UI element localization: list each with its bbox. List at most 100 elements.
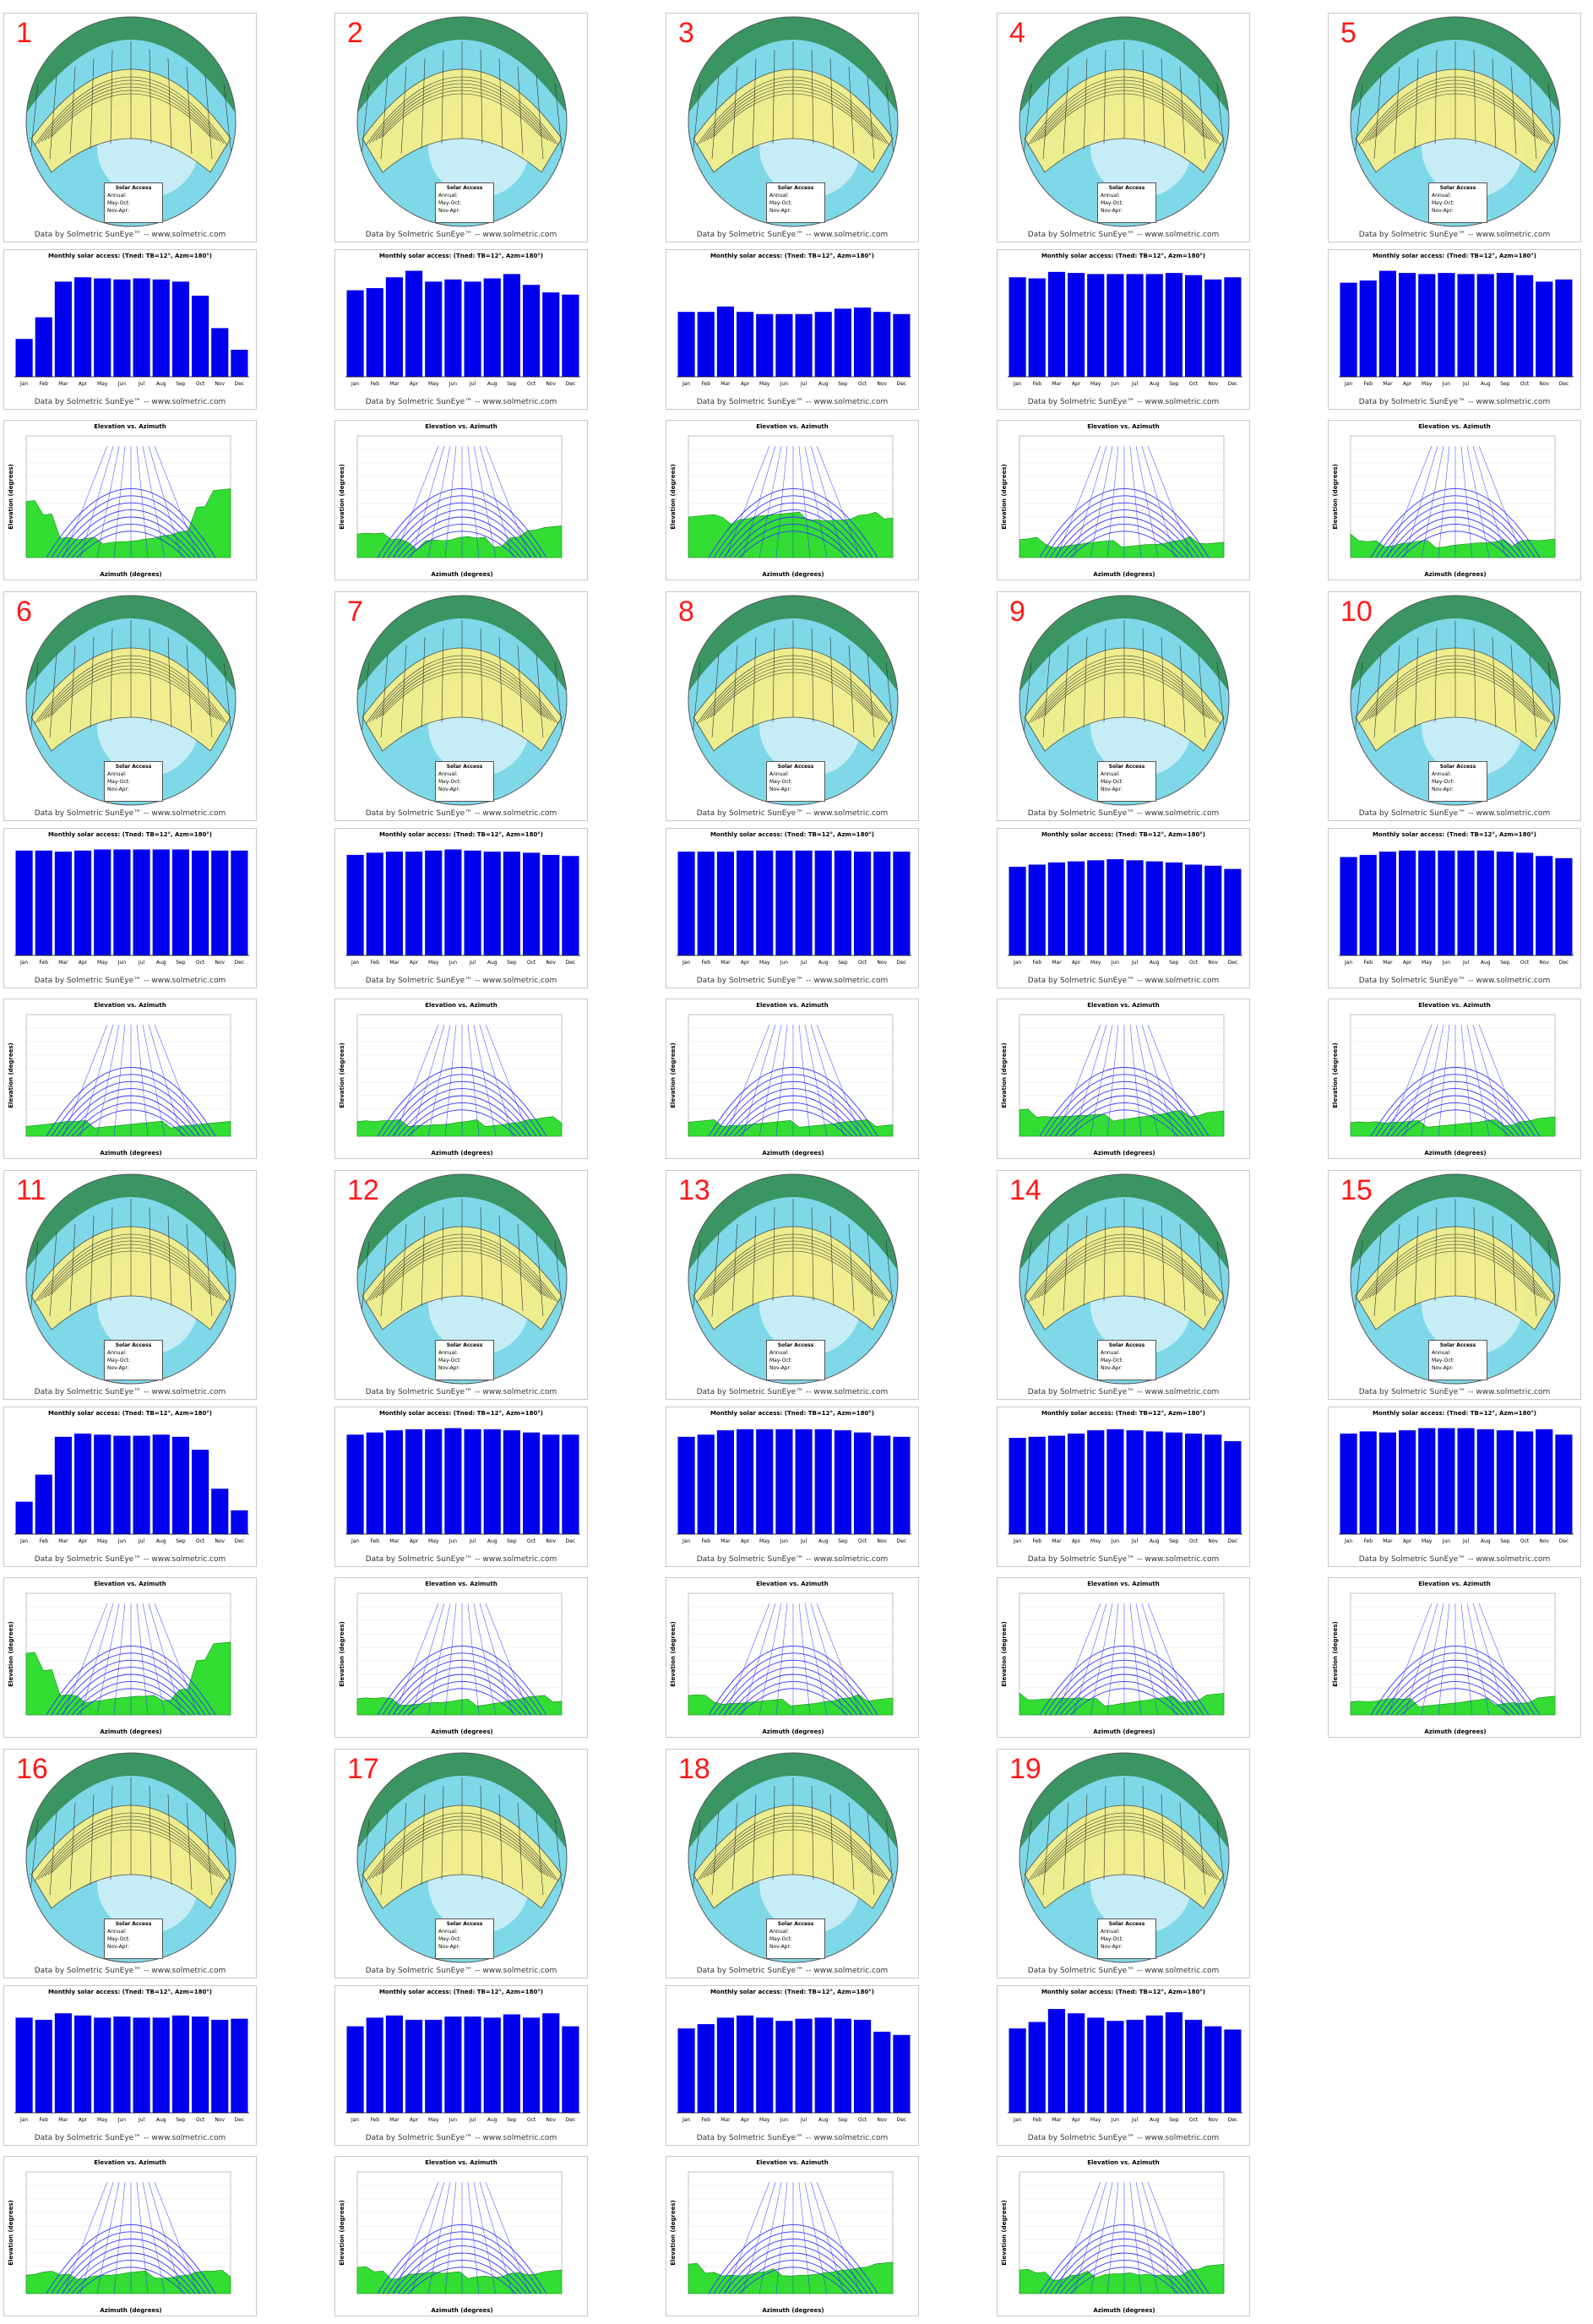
bar (15, 850, 33, 955)
bar (677, 312, 695, 377)
month-tick-label: Mar (389, 381, 400, 387)
elev-x-label: Azimuth (degrees) (1093, 2307, 1155, 2314)
bar (697, 2024, 715, 2113)
annual-label: Annual: (107, 1350, 127, 1356)
bar (1145, 861, 1163, 955)
annual-label: Annual: (769, 1929, 789, 1935)
may-oct-label: May-Oct: (107, 779, 131, 785)
month-tick-label: Sep (507, 381, 517, 387)
month-tick-label: Jul (138, 960, 145, 966)
station-cell: 17 Solar Access Annual: May-Oct: Nov-Apr: Dat… (334, 1740, 588, 2319)
month-tick-label: Jun (449, 381, 458, 387)
elevation-azimuth-chart: Elevation vs. Azimuth Azimuth (degrees) El… (334, 999, 588, 1159)
credit-text: Data by Solmetric SunEye™ -- www.solmetr… (1358, 977, 1551, 985)
month-tick-label: Aug (487, 2117, 497, 2123)
solar-access-title: Solar Access (777, 764, 814, 770)
month-tick-label: Jan (1013, 381, 1021, 387)
bar (346, 854, 364, 955)
month-tick-label: Sep (176, 381, 186, 387)
bar-chart-title: Monthly solar access: (Tned: TB=12°, Azm… (1041, 253, 1206, 259)
month-tick-label: Aug (1150, 960, 1160, 966)
month-tick-label: Jun (449, 960, 458, 966)
elev-chart-title: Elevation vs. Azimuth (1418, 1581, 1491, 1587)
elevation-azimuth-chart: Elevation vs. Azimuth Azimuth (degrees) El… (1328, 999, 1581, 1159)
month-tick-label: Oct (196, 2117, 205, 2123)
bar (54, 2013, 72, 2113)
month-tick-label: Sep (507, 960, 517, 966)
elevation-plot: Azimuth (degrees) Elevation (degrees) (339, 1592, 563, 1735)
bar (211, 1489, 229, 1534)
station-number: 11 (16, 1174, 46, 1206)
month-tick-label: Jan (682, 960, 690, 966)
station-cell: 1 Solar Access Annual: May-Oct: Nov-Apr: Data… (3, 4, 257, 583)
month-tick-label: Sep (838, 2117, 848, 2123)
bar (523, 2017, 541, 2113)
nov-apr-label: Nov-Apr: (438, 208, 460, 214)
month-tick-label: Aug (156, 2117, 166, 2123)
solar-access-title: Solar Access (777, 1342, 814, 1348)
elev-x-label: Azimuth (degrees) (762, 1728, 824, 1735)
monthly-bar-chart: Monthly solar access: (Tned: TB=12°, Azm… (666, 828, 919, 988)
bar (1028, 278, 1046, 377)
month-tick-label: Jan (1013, 960, 1021, 966)
station-number: 16 (16, 1753, 48, 1785)
bar (444, 2016, 462, 2113)
fisheye-panel: 10 Solar Access Annual: May-Oct: Nov-Apr: Dat… (1328, 591, 1581, 821)
month-tick-label: Jul (469, 381, 476, 387)
month-tick-label: Mar (720, 960, 731, 966)
month-tick-label: Feb (701, 960, 710, 966)
month-tick-label: Dec (897, 1538, 907, 1544)
fisheye-panel: 8 Solar Access Annual: May-Oct: Nov-Apr: Data… (666, 591, 919, 821)
bar (1536, 1429, 1553, 1534)
month-tick-label: Nov (546, 960, 556, 966)
month-tick-label: Oct (527, 960, 536, 966)
month-tick-label: Apr (410, 381, 419, 387)
bar (35, 1474, 52, 1534)
elev-y-label: Elevation (degrees) (8, 1621, 14, 1686)
month-tick-label: May (97, 2117, 108, 2123)
month-tick-label: May (428, 1538, 439, 1544)
solar-access-box: Solar Access Annual: May-Oct: Nov-Apr: (435, 182, 494, 223)
monthly-bar-chart: Monthly solar access: (Tned: TB=12°, Azm… (1328, 1407, 1581, 1567)
solar-access-title: Solar Access (1439, 185, 1476, 191)
bar (1359, 854, 1377, 955)
bar (405, 1429, 423, 1534)
elevation-plot: Azimuth (degrees) Elevation (degrees) (8, 1592, 231, 1735)
solar-access-title: Solar Access (1108, 1342, 1145, 1348)
bar (1028, 2022, 1046, 2113)
may-oct-label: May-Oct: (438, 779, 462, 785)
month-tick-label: May (1422, 1538, 1433, 1544)
bar (1185, 1433, 1203, 1534)
elevation-plot: Azimuth (degrees) Elevation (degrees) (1001, 1014, 1225, 1157)
month-tick-label: Apr (1072, 2117, 1081, 2123)
month-tick-label: Apr (741, 1538, 750, 1544)
bar (192, 850, 209, 955)
station-cell: 2 Solar Access Annual: May-Oct: Nov-Apr: Data… (334, 4, 588, 583)
bar (1204, 1434, 1222, 1534)
credit-text: Data by Solmetric SunEye™ -- www.solmetr… (34, 231, 226, 239)
month-tick-label: Jul (1131, 1538, 1139, 1544)
fisheye-panel: 1 Solar Access Annual: May-Oct: Nov-Apr: Data… (3, 13, 257, 242)
bar (1165, 1432, 1183, 1534)
month-tick-label: Jul (800, 381, 807, 387)
credit-text: Data by Solmetric SunEye™ -- www.solmetr… (365, 977, 557, 985)
month-tick-label: Jun (1111, 1538, 1120, 1544)
solar-access-box: Solar Access Annual: May-Oct: Nov-Apr: (104, 1919, 163, 1959)
month-tick-label: Feb (39, 2117, 48, 2123)
station-cell: 3 Solar Access Annual: May-Oct: Nov-Apr: Data… (666, 4, 919, 583)
nov-apr-label: Nov-Apr: (1101, 1944, 1123, 1950)
month-tick-label: Aug (818, 1538, 829, 1544)
month-tick-label: Oct (1189, 1538, 1199, 1544)
month-tick-label: Aug (156, 1538, 166, 1544)
month-tick-label: May (97, 960, 108, 966)
solar-access-title: Solar Access (115, 764, 152, 770)
bar (756, 850, 774, 955)
annual-label: Annual: (1101, 1350, 1120, 1356)
bar (795, 313, 813, 377)
annual-label: Annual: (1432, 771, 1451, 777)
nov-apr-label: Nov-Apr: (1101, 1365, 1123, 1371)
bar-chart-title: Monthly solar access: (Tned: TB=12°, Azm… (1372, 1410, 1537, 1417)
elevation-azimuth-chart: Elevation vs. Azimuth Azimuth (degrees) El… (3, 1577, 257, 1738)
elev-y-label: Elevation (degrees) (339, 1042, 345, 1108)
